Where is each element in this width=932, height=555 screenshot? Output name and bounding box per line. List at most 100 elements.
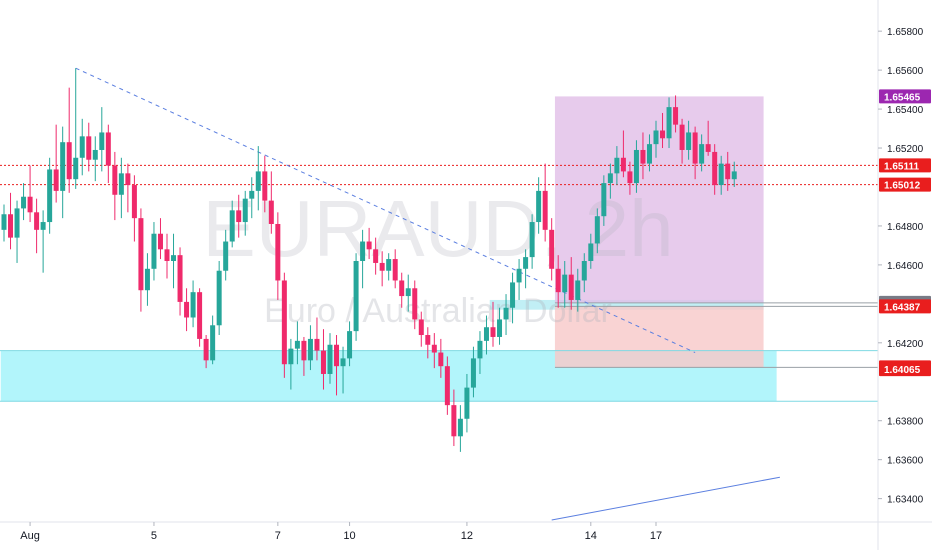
candle-body bbox=[27, 196, 33, 213]
candle-body bbox=[477, 340, 483, 359]
candle-body bbox=[470, 358, 476, 388]
candle-body bbox=[320, 350, 326, 374]
price-tag-label: 1.65111 bbox=[884, 161, 919, 172]
time-tick-label: 14 bbox=[585, 530, 597, 542]
candle-body bbox=[66, 142, 72, 180]
candle-body bbox=[307, 338, 313, 361]
candle-body bbox=[646, 144, 652, 164]
candle-body bbox=[40, 222, 46, 230]
candle-body bbox=[288, 348, 294, 365]
price-tick-label: 1.64600 bbox=[887, 261, 924, 272]
candle-body bbox=[216, 270, 222, 326]
candle-body bbox=[725, 163, 731, 180]
candle-body bbox=[431, 344, 437, 353]
candle-body bbox=[125, 173, 131, 186]
horizontal-lines-layer bbox=[0, 164, 878, 368]
candle-body bbox=[425, 335, 431, 345]
time-tick-label: 5 bbox=[151, 530, 157, 542]
candle-body bbox=[653, 130, 659, 145]
price-tag bbox=[879, 299, 931, 314]
price-tick-label: 1.63400 bbox=[887, 495, 924, 506]
candle-body bbox=[581, 261, 587, 281]
candle-body bbox=[249, 190, 255, 199]
candle-body bbox=[418, 319, 424, 336]
candle-body bbox=[86, 136, 92, 160]
candle-body bbox=[555, 268, 561, 293]
candle-body bbox=[92, 149, 98, 160]
candle-body bbox=[118, 173, 124, 195]
candle-body bbox=[692, 132, 698, 164]
candle-body bbox=[242, 198, 248, 223]
watermark-description: Euro / Australian Dollar bbox=[264, 292, 612, 330]
candle-body bbox=[712, 151, 718, 186]
candle-body bbox=[483, 327, 489, 341]
candle-body bbox=[164, 249, 170, 261]
candle-body bbox=[660, 130, 666, 139]
candle-body bbox=[594, 216, 600, 244]
candle-body bbox=[184, 301, 190, 318]
price-tag-label: 1.64065 bbox=[884, 365, 921, 376]
candle-body bbox=[60, 142, 66, 191]
candle-body bbox=[438, 352, 444, 367]
candle-body bbox=[255, 171, 261, 191]
price-tag bbox=[879, 362, 931, 377]
time-tick-label: 12 bbox=[461, 530, 473, 542]
trendlines-layer bbox=[75, 67, 780, 521]
price-tick-label: 1.65600 bbox=[887, 66, 924, 77]
candle-body bbox=[360, 241, 366, 261]
candle-body bbox=[633, 149, 639, 184]
candle-body bbox=[614, 157, 620, 174]
time-axis[interactable]: Aug 5 7 10 12 14 17 bbox=[20, 522, 662, 542]
candle-body bbox=[405, 288, 411, 297]
price-tick-label: 1.63600 bbox=[887, 456, 924, 467]
candle-body bbox=[497, 319, 503, 337]
candle-body bbox=[666, 107, 672, 139]
candle-body bbox=[640, 149, 646, 164]
candle-body bbox=[516, 268, 522, 283]
price-tick-label: 1.63800 bbox=[887, 417, 924, 428]
candle-body bbox=[392, 259, 398, 281]
candles-layer bbox=[1, 68, 737, 452]
price-axis[interactable]: 1.65800 1.65600 1.65400 1.65200 1.64800 1.646… bbox=[878, 27, 924, 506]
candle-body bbox=[451, 405, 457, 437]
price-tick-label: 1.64200 bbox=[887, 339, 924, 350]
candle-body bbox=[197, 292, 203, 339]
candle-body bbox=[366, 241, 372, 250]
time-tick-label: 17 bbox=[650, 530, 662, 542]
candle-body bbox=[47, 169, 53, 223]
candle-body bbox=[542, 190, 548, 230]
candle-body bbox=[73, 157, 79, 180]
time-tick-label: 10 bbox=[343, 530, 355, 542]
candle-body bbox=[314, 338, 320, 351]
time-tick-label: Aug bbox=[20, 530, 40, 542]
price-tag bbox=[879, 158, 931, 173]
candle-body bbox=[275, 223, 281, 281]
candle-body bbox=[444, 366, 450, 406]
time-tick-label: 7 bbox=[275, 530, 281, 542]
candle-body bbox=[334, 344, 340, 367]
candle-body bbox=[1, 214, 7, 230]
price-tag bbox=[879, 89, 931, 104]
candle-body bbox=[105, 132, 111, 166]
candle-body bbox=[229, 210, 235, 242]
candle-body bbox=[588, 243, 594, 261]
candle-body bbox=[327, 344, 333, 374]
candle-body bbox=[340, 358, 346, 367]
zone-position-profit bbox=[554, 96, 764, 303]
candle-body bbox=[399, 280, 405, 297]
candle-body bbox=[679, 124, 685, 150]
candle-body bbox=[262, 171, 268, 201]
candle-body bbox=[549, 229, 555, 269]
zone-position-loss bbox=[554, 306, 764, 368]
candle-body bbox=[236, 210, 242, 223]
candle-body bbox=[112, 165, 118, 195]
candle-body bbox=[529, 222, 535, 258]
candle-body bbox=[99, 132, 105, 150]
price-tag-label: 1.65012 bbox=[884, 181, 921, 192]
candle-body bbox=[562, 274, 568, 293]
candle-body bbox=[386, 259, 392, 271]
candle-body bbox=[718, 163, 724, 186]
candle-body bbox=[281, 280, 287, 365]
